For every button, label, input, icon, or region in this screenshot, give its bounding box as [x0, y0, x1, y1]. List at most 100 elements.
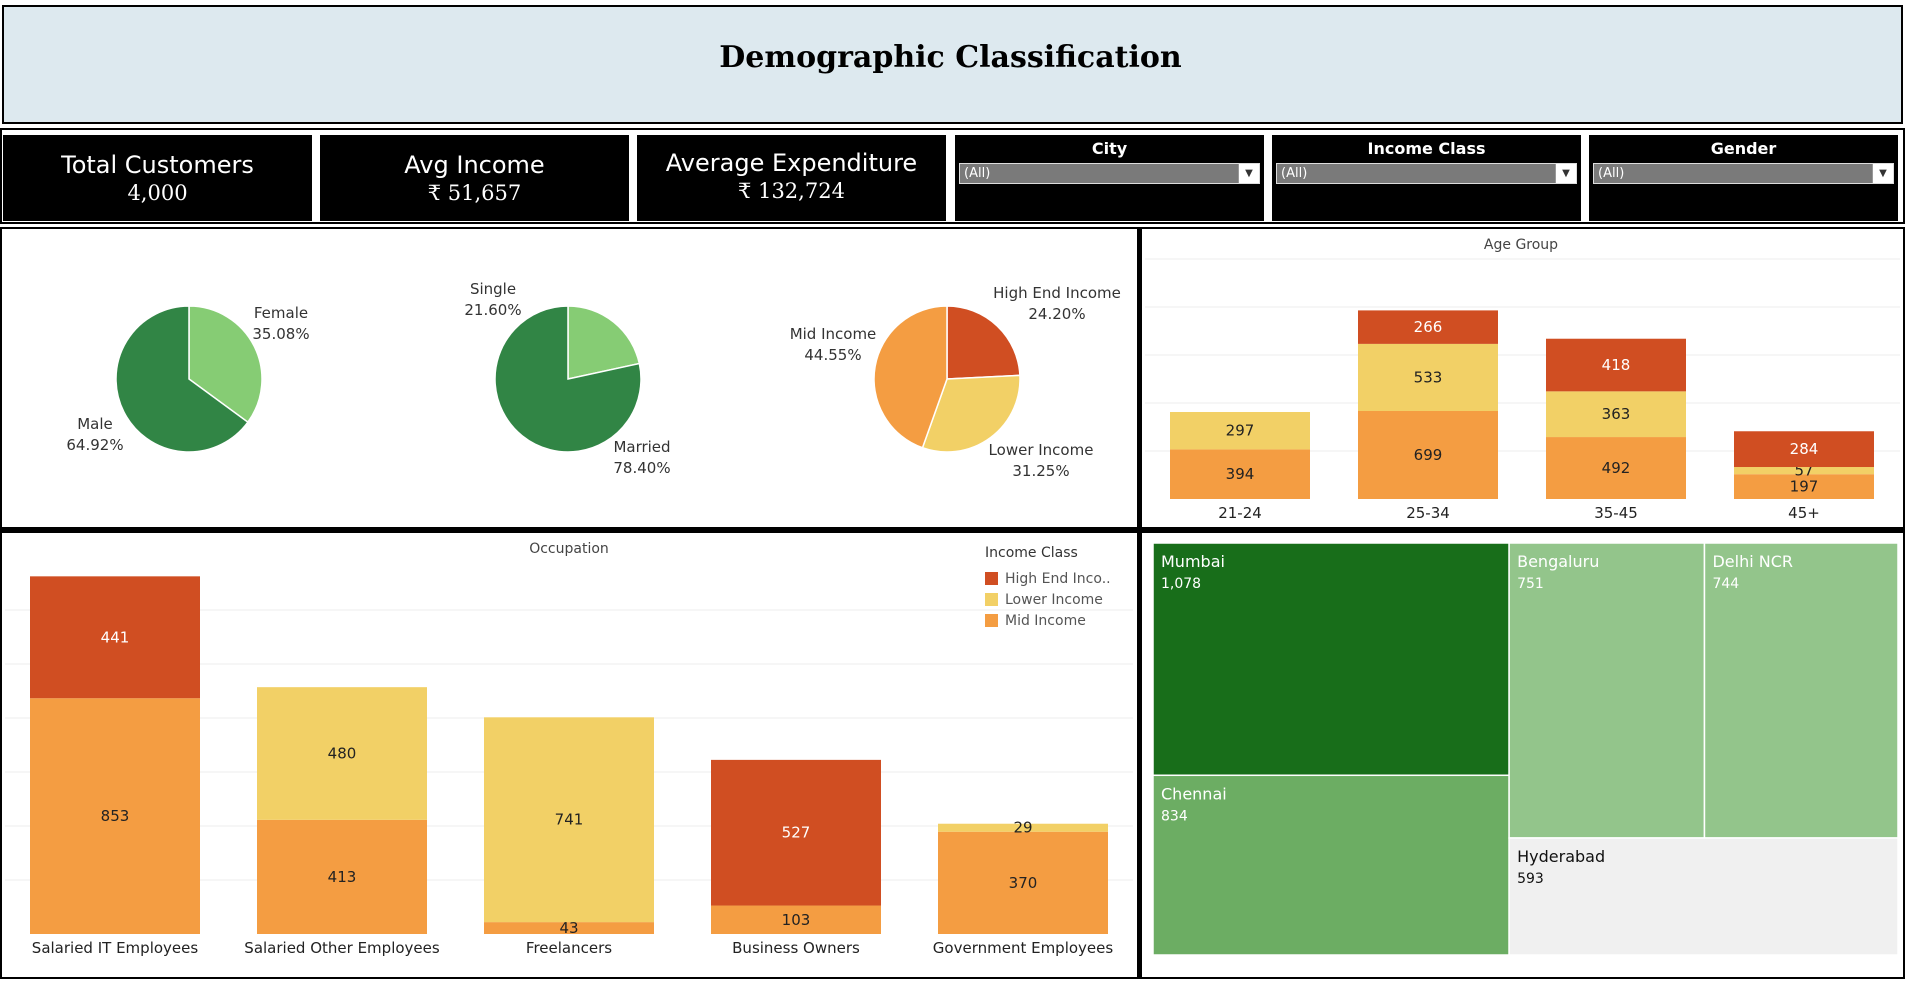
legend-swatch — [985, 572, 998, 585]
gender-pie-slice-female — [188, 305, 263, 424]
x-tick-label: Business Owners — [732, 939, 860, 957]
bar-segment — [1734, 431, 1874, 468]
chevron-down-icon[interactable]: ▼ — [1555, 164, 1576, 183]
bar-data-label: 480 — [328, 745, 357, 763]
treemap-tile — [1152, 774, 1510, 956]
pie-label: High End Income — [993, 284, 1121, 302]
legend-label: Mid Income — [1005, 613, 1086, 629]
chevron-down-icon[interactable]: ▼ — [1872, 164, 1893, 183]
bar-data-label: 699 — [1414, 446, 1443, 464]
income-pie-slice-lower-income — [921, 374, 1021, 453]
chart-title: Age Group — [1484, 237, 1558, 253]
treemap-label: Hyderabad — [1517, 847, 1605, 866]
treemap-value: 751 — [1517, 576, 1544, 592]
kpi-value: 4,000 — [127, 181, 188, 205]
dropdown-value: (All) — [964, 166, 991, 181]
bar-segment — [257, 819, 427, 934]
bar-segment — [1358, 310, 1498, 344]
vertical-divider — [1137, 227, 1142, 979]
x-tick-label: 35-45 — [1594, 504, 1638, 522]
bar-segment — [938, 831, 1108, 934]
bar-data-label: 370 — [1009, 874, 1038, 892]
bar-segment — [711, 759, 881, 906]
bar-data-label: 29 — [1013, 819, 1032, 837]
pie-label: Married — [613, 438, 670, 456]
bar-segment — [1546, 338, 1686, 392]
kpi-label: Total Customers — [61, 151, 254, 179]
bar-segment — [1734, 474, 1874, 499]
legend-title: Income Class — [985, 545, 1078, 561]
bar-segment — [1734, 467, 1874, 475]
bar-data-label: 492 — [1602, 459, 1631, 477]
horizontal-divider — [0, 527, 1905, 532]
legend-swatch — [985, 614, 998, 627]
bar-segment — [1358, 410, 1498, 499]
treemap-value: 834 — [1161, 808, 1188, 824]
city-dropdown[interactable]: (All) ▼ — [959, 163, 1260, 184]
kpi-total-customers: Total Customers 4,000 — [3, 135, 312, 221]
pie-label: Mid Income — [790, 325, 877, 343]
bar-data-label: 43 — [559, 919, 578, 937]
treemap-tile — [1152, 542, 1510, 777]
bar-segment — [711, 905, 881, 934]
bar-data-label: 418 — [1602, 356, 1631, 374]
bar-data-label: 297 — [1226, 422, 1255, 440]
pie-percent: 35.08% — [252, 325, 309, 343]
bar-data-label: 266 — [1414, 318, 1443, 336]
treemap-tile — [1508, 542, 1706, 839]
bar-segment — [30, 576, 200, 699]
kpi-value: ₹ 132,724 — [738, 179, 845, 203]
bottom-panel-frame — [0, 531, 1905, 979]
x-tick-label: Freelancers — [526, 939, 612, 957]
legend-label: Lower Income — [1005, 592, 1103, 608]
chart-title: Occupation — [529, 541, 609, 557]
treemap-tile — [1508, 837, 1899, 956]
legend-label: High End Inco.. — [1005, 571, 1111, 587]
bar-segment — [1170, 412, 1310, 450]
bar-data-label: 284 — [1790, 440, 1819, 458]
treemap-label: Mumbai — [1161, 552, 1225, 571]
income-pie-slice-mid-income — [873, 305, 948, 449]
treemap-tile — [1703, 542, 1899, 839]
pie-label: Lower Income — [989, 441, 1094, 459]
pie-label: Female — [254, 304, 308, 322]
kpi-avg-income: Avg Income ₹ 51,657 — [320, 135, 629, 221]
income-class-dropdown[interactable]: (All) ▼ — [1276, 163, 1577, 184]
x-tick-label: 21-24 — [1218, 504, 1262, 522]
bar-segment — [1358, 343, 1498, 411]
filter-label: City — [1091, 139, 1128, 158]
pie-percent: 78.40% — [613, 459, 670, 477]
treemap-label: Bengaluru — [1517, 552, 1599, 571]
kpi-value: ₹ 51,657 — [427, 181, 522, 205]
bar-segment — [1546, 437, 1686, 499]
gender-dropdown[interactable]: (All) ▼ — [1593, 163, 1894, 184]
dropdown-value: (All) — [1598, 166, 1625, 181]
gender-pie-slice-male — [115, 305, 249, 453]
bar-segment — [484, 717, 654, 923]
filter-city: City (All) ▼ — [955, 135, 1264, 221]
legend-swatch — [985, 593, 998, 606]
kpi-label: Avg Income — [404, 151, 545, 179]
pie-percent: 24.20% — [1028, 305, 1085, 323]
bar-data-label: 527 — [782, 824, 811, 842]
filter-gender: Gender (All) ▼ — [1589, 135, 1898, 221]
bar-segment — [1546, 391, 1686, 438]
bar-data-label: 413 — [328, 868, 357, 886]
pie-label: Single — [470, 280, 516, 298]
title-banner — [2, 5, 1903, 124]
income-pie-slice-high-end-income — [946, 305, 1021, 380]
bar-data-label: 394 — [1226, 465, 1255, 483]
chevron-down-icon[interactable]: ▼ — [1238, 164, 1259, 183]
kpi-row — [0, 128, 1905, 224]
bar-data-label: 363 — [1602, 405, 1631, 423]
bar-data-label: 533 — [1414, 368, 1443, 386]
x-tick-label: 45+ — [1788, 504, 1820, 522]
filter-label: Income Class — [1367, 139, 1486, 158]
x-tick-label: 25-34 — [1406, 504, 1450, 522]
dropdown-value: (All) — [1281, 166, 1308, 181]
filter-income-class: Income Class (All) ▼ — [1272, 135, 1581, 221]
x-tick-label: Salaried Other Employees — [244, 939, 440, 957]
filter-label: Gender — [1710, 139, 1777, 158]
bar-segment — [484, 922, 654, 934]
